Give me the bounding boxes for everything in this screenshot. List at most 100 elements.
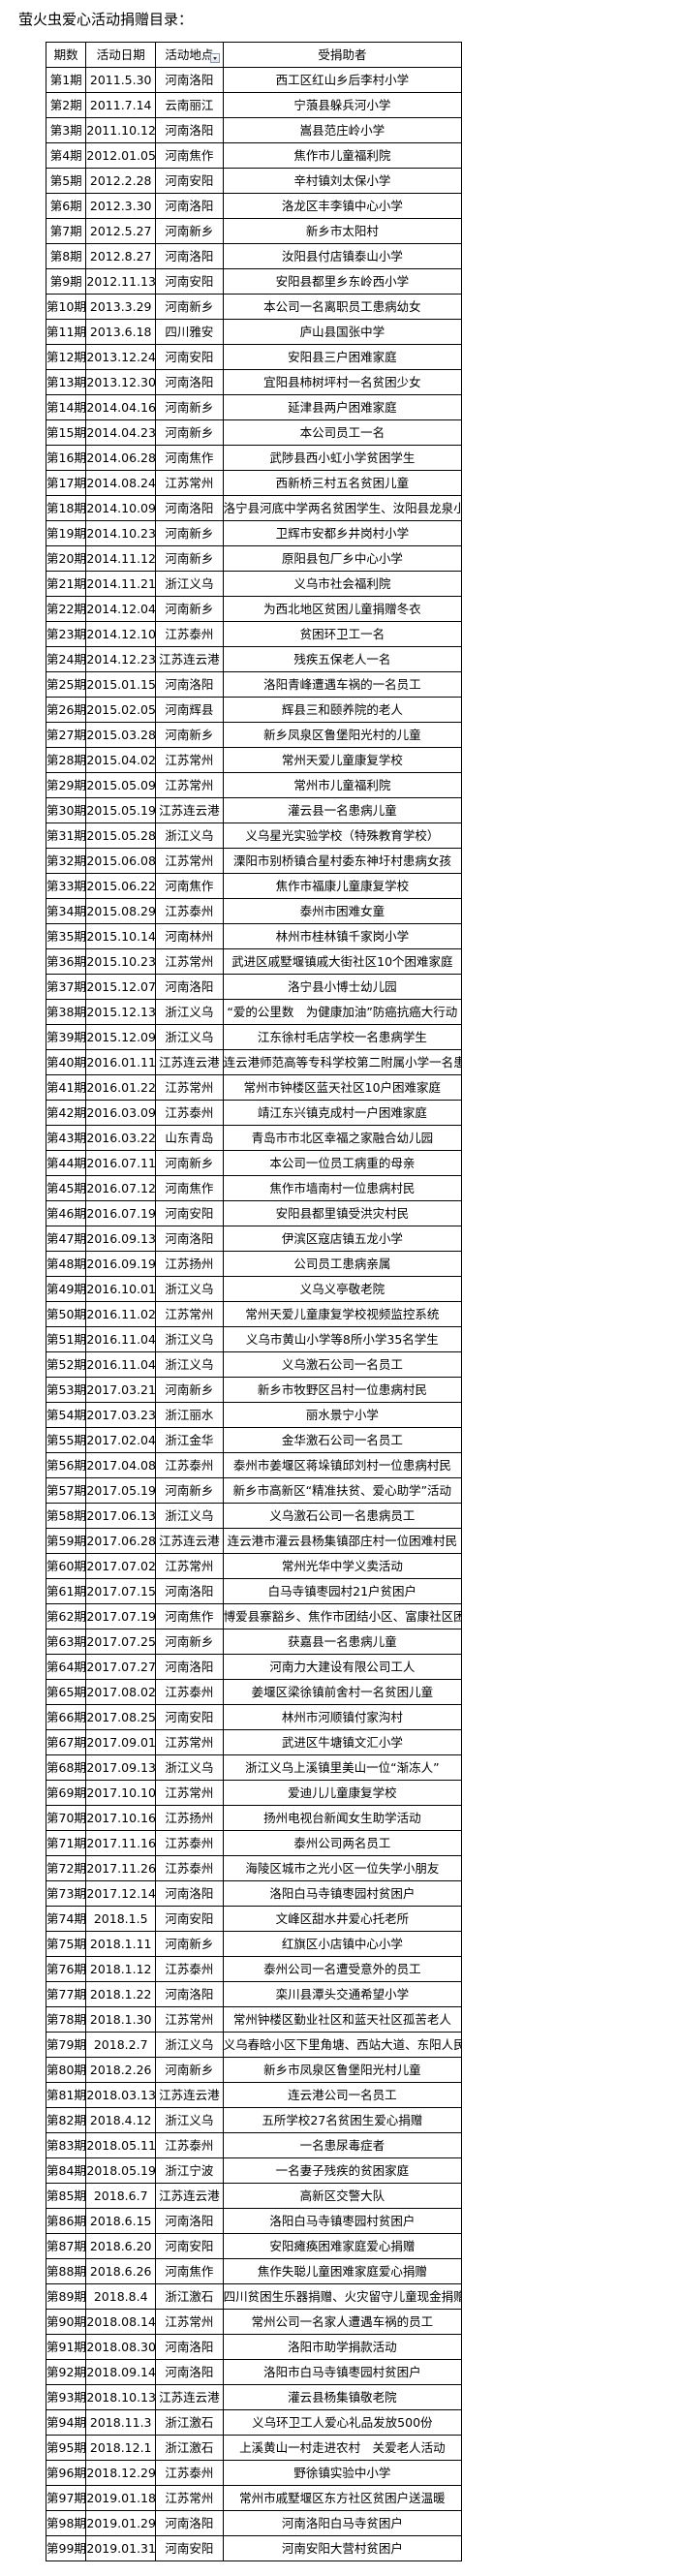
cell-period: 第52期 <box>45 1351 87 1378</box>
cell-recipient: 辉县三和颐养院的老人 <box>222 697 463 723</box>
table-row: 第52期 2016.11.04 浙江义乌 义乌激石公司一名员工 <box>45 1351 463 1378</box>
cell-location: 浙江义乌 <box>155 1276 224 1302</box>
cell-recipient: 本公司员工一名 <box>222 419 463 446</box>
cell-date: 2017.06.28 <box>85 1528 157 1554</box>
cell-date: 2019.01.18 <box>85 2485 157 2511</box>
cell-location: 江苏泰州 <box>155 2132 224 2158</box>
cell-period: 第58期 <box>45 1503 87 1529</box>
cell-recipient: 博爱县寨豁乡、焦作市团结小区、富康社区困难学生 <box>222 1603 463 1629</box>
table-row: 第69期 2017.10.10 江苏常州 爱迪儿儿童康复学校 <box>45 1780 463 1806</box>
cell-date: 2015.12.07 <box>85 974 157 1000</box>
cell-recipient: 野徐镇实验中小学 <box>222 2460 463 2486</box>
cell-date: 2015.01.15 <box>85 671 157 698</box>
table-row: 第35期 2015.10.14 河南林州 林州市桂林镇千家岗小学 <box>45 923 463 949</box>
cell-period: 第59期 <box>45 1528 87 1554</box>
cell-recipient: 洛阳白马寺镇枣园村贫困户 <box>222 2208 463 2234</box>
cell-recipient: 靖江东兴镇克成村一户困难家庭 <box>222 1100 463 1126</box>
cell-location: 浙江义乌 <box>155 571 224 597</box>
cell-period: 第41期 <box>45 1074 87 1101</box>
table-row: 第75期 2018.1.11 河南新乡 红旗区小店镇中心小学 <box>45 1931 463 1957</box>
table-row: 第96期 2018.12.29 江苏泰州 野徐镇实验中小学 <box>45 2460 463 2486</box>
cell-date: 2014.12.23 <box>85 646 157 672</box>
table-row: 第88期 2018.6.26 河南焦作 焦作失聪儿童困难家庭爱心捐赠 <box>45 2258 463 2284</box>
cell-period: 第75期 <box>45 1931 87 1957</box>
cell-date: 2016.01.22 <box>85 1074 157 1101</box>
cell-recipient: 青岛市市北区幸福之家融合幼儿园 <box>222 1125 463 1151</box>
table-row: 第44期 2016.07.11 河南新乡 本公司一位员工病重的母亲 <box>45 1150 463 1176</box>
cell-recipient: 泰州公司一名遭受意外的员工 <box>222 1956 463 1982</box>
cell-location: 河南新乡 <box>155 218 224 244</box>
cell-date: 2017.02.04 <box>85 1427 157 1453</box>
cell-recipient: 林州市桂林镇千家岗小学 <box>222 923 463 949</box>
cell-recipient: 贫困环卫工一名 <box>222 621 463 647</box>
cell-period: 第98期 <box>45 2510 87 2536</box>
cell-location: 河南洛阳 <box>155 1654 224 1680</box>
cell-date: 2015.06.22 <box>85 873 157 899</box>
cell-location: 河南安阳 <box>155 168 224 194</box>
cell-period: 第37期 <box>45 974 87 1000</box>
cell-period: 第81期 <box>45 2082 87 2108</box>
cell-period: 第26期 <box>45 697 87 723</box>
cell-recipient: 泰州市姜堰区蒋垛镇邱刘村一位患病村民 <box>222 1452 463 1478</box>
cell-recipient: 林州市河顺镇付家沟村 <box>222 1704 463 1730</box>
cell-recipient: 洛阳白马寺镇枣园村贫困户 <box>222 1880 463 1907</box>
cell-date: 2016.07.12 <box>85 1175 157 1201</box>
table-row: 第99期 2019.01.31 河南安阳 河南安阳大营村贫困户 <box>45 2535 463 2561</box>
cell-location: 河南安阳 <box>155 1704 224 1730</box>
table-row: 第10期 2013.3.29 河南新乡 本公司一名离职员工患病幼女 <box>45 294 463 320</box>
dropdown-filter-icon[interactable] <box>209 53 220 63</box>
cell-date: 2018.03.13 <box>85 2082 157 2108</box>
table-row: 第16期 2014.06.28 河南焦作 武陟县西小虹小学贫困学生 <box>45 445 463 471</box>
cell-period: 第61期 <box>45 1578 87 1604</box>
cell-date: 2018.08.14 <box>85 2309 157 2335</box>
cell-period: 第77期 <box>45 1981 87 2007</box>
cell-location: 江苏泰州 <box>155 621 224 647</box>
table-row: 第26期 2015.02.05 河南辉县 辉县三和颐养院的老人 <box>45 697 463 723</box>
table-row: 第61期 2017.07.15 河南洛阳 白马寺镇枣园村21户贫困户 <box>45 1578 463 1604</box>
cell-location: 江苏连云港 <box>155 2082 224 2108</box>
cell-period: 第21期 <box>45 571 87 597</box>
cell-period: 第7期 <box>45 218 87 244</box>
cell-date: 2018.1.5 <box>85 1906 157 1932</box>
cell-recipient: “爱的公里数 为健康加油”防癌抗癌大行动 <box>222 999 463 1025</box>
cell-period: 第49期 <box>45 1276 87 1302</box>
cell-period: 第57期 <box>45 1477 87 1504</box>
table-row: 第38期 2015.12.13 浙江义乌 “爱的公里数 为健康加油”防癌抗癌大行动 <box>45 999 463 1025</box>
cell-period: 第38期 <box>45 999 87 1025</box>
table-row: 第24期 2014.12.23 江苏连云港 残疾五保老人一名 <box>45 646 463 672</box>
cell-period: 第9期 <box>45 268 87 295</box>
cell-location: 江苏连云港 <box>155 1049 224 1075</box>
cell-recipient: 义乌义亭敬老院 <box>222 1276 463 1302</box>
cell-date: 2018.6.26 <box>85 2258 157 2284</box>
cell-location: 浙江激石 <box>155 2435 224 2461</box>
cell-recipient: 白马寺镇枣园村21户贫困户 <box>222 1578 463 1604</box>
table-row: 第2期 2011.7.14 云南丽江 宁蒗县躲兵河小学 <box>45 92 463 118</box>
cell-recipient: 焦作市儿童福利院 <box>222 142 463 169</box>
cell-date: 2017.09.01 <box>85 1729 157 1755</box>
cell-period: 第12期 <box>45 344 87 370</box>
cell-period: 第93期 <box>45 2384 87 2410</box>
cell-location: 江苏连云港 <box>155 1528 224 1554</box>
table-row: 第92期 2018.09.14 河南洛阳 洛阳市白马寺镇枣园村贫困户 <box>45 2359 463 2385</box>
cell-location: 江苏连云港 <box>155 2384 224 2410</box>
cell-location: 河南新乡 <box>155 596 224 622</box>
cell-date: 2015.03.28 <box>85 722 157 748</box>
table-row: 第89期 2018.8.4 浙江激石 四川贫困生乐器捐赠、火灾留守儿童现金捐赠 <box>45 2283 463 2310</box>
table-row: 第20期 2014.11.12 河南新乡 原阳县包厂乡中心小学 <box>45 545 463 572</box>
cell-period: 第45期 <box>45 1175 87 1201</box>
cell-period: 第28期 <box>45 747 87 773</box>
cell-location: 河南新乡 <box>155 394 224 420</box>
cell-date: 2018.12.29 <box>85 2460 157 2486</box>
cell-period: 第60期 <box>45 1553 87 1579</box>
cell-date: 2017.10.10 <box>85 1780 157 1806</box>
cell-period: 第83期 <box>45 2132 87 2158</box>
cell-date: 2015.05.09 <box>85 772 157 798</box>
cell-period: 第64期 <box>45 1654 87 1680</box>
table-row: 第78期 2018.1.30 江苏常州 常州钟楼区勤业社区和蓝天社区孤苦老人 <box>45 2006 463 2033</box>
cell-date: 2015.04.02 <box>85 747 157 773</box>
cell-period: 第33期 <box>45 873 87 899</box>
cell-location: 江苏常州 <box>155 1074 224 1101</box>
cell-period: 第90期 <box>45 2309 87 2335</box>
cell-recipient: 河南力大建设有限公司工人 <box>222 1654 463 1680</box>
cell-location: 河南洛阳 <box>155 974 224 1000</box>
